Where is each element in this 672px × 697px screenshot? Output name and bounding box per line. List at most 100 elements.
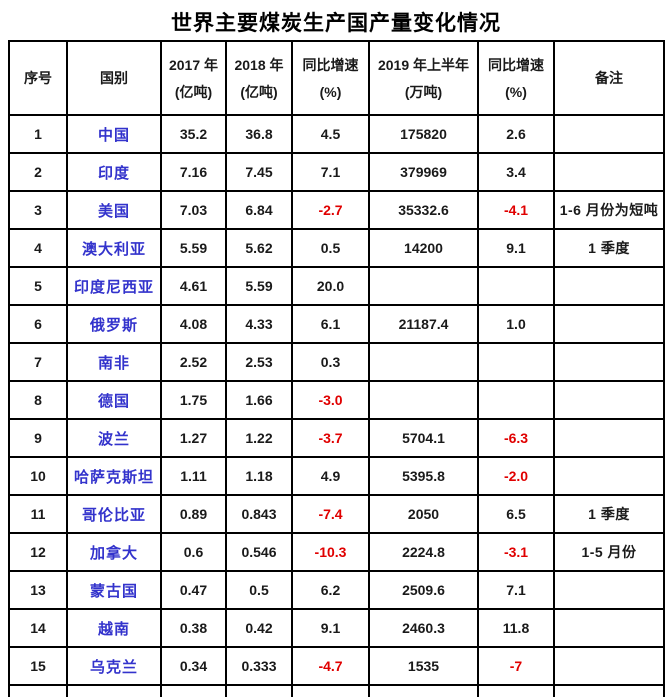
value-cell: 6.5 — [477, 494, 555, 534]
value-cell: 0.546 — [225, 532, 293, 572]
value-cell: 0.843 — [225, 494, 293, 534]
value-cell: 1.22 — [225, 418, 293, 458]
row-number-cell: 1 — [8, 114, 68, 154]
country-cell: 俄罗斯 — [66, 304, 162, 344]
country-cell: 蒙古国 — [66, 570, 162, 610]
value-cell: 14200 — [368, 228, 479, 268]
note-cell — [553, 608, 665, 648]
row-number-cell: 12 — [8, 532, 68, 572]
value-cell: 21187.4 — [368, 304, 479, 344]
empty-cell — [553, 684, 665, 697]
empty-cell — [225, 684, 293, 697]
note-cell: 1-5 月份 — [553, 532, 665, 572]
row-number-cell: 4 — [8, 228, 68, 268]
value-cell: 1.66 — [225, 380, 293, 420]
page-title: 世界主要煤炭生产国产量变化情况 — [171, 12, 501, 35]
country-cell: 波兰 — [66, 418, 162, 458]
row-number-cell: 15 — [8, 646, 68, 686]
header-unit: (亿吨) — [240, 83, 278, 100]
value-cell: 4.9 — [291, 456, 370, 496]
row-number-cell: 14 — [8, 608, 68, 648]
value-cell: 0.333 — [225, 646, 293, 686]
country-cell: 乌克兰 — [66, 646, 162, 686]
country-cell: 印度 — [66, 152, 162, 192]
value-cell — [477, 342, 555, 382]
table-row: 7 南非 2.52 2.53 0.3 — [8, 342, 665, 382]
row-number-cell: 13 — [8, 570, 68, 610]
value-cell: 4.61 — [160, 266, 227, 306]
coal-production-table: 序号 国别 2017 年 (亿吨) 2018 年 (亿吨) 同比增速 (%) 2019… — [8, 40, 665, 697]
value-cell: 1.27 — [160, 418, 227, 458]
value-cell: -7 — [477, 646, 555, 686]
header-growth-yoy-1: 同比增速 (%) — [291, 40, 370, 116]
value-cell: 6.84 — [225, 190, 293, 230]
row-number-cell: 7 — [8, 342, 68, 382]
value-cell: 6.2 — [291, 570, 370, 610]
value-cell: 4.33 — [225, 304, 293, 344]
header-label: 同比增速 — [488, 56, 544, 73]
value-cell: 4.5 — [291, 114, 370, 154]
value-cell: 35332.6 — [368, 190, 479, 230]
note-cell: 1-6 月份为短吨 — [553, 190, 665, 230]
value-cell: -4.1 — [477, 190, 555, 230]
note-cell — [553, 380, 665, 420]
value-cell: 11.8 — [477, 608, 555, 648]
header-no: 序号 — [8, 40, 68, 116]
table-row: 9 波兰 1.27 1.22 -3.7 5704.1 -6.3 — [8, 418, 665, 458]
value-cell: 7.16 — [160, 152, 227, 192]
header-2019-h1: 2019 年上半年 (万吨) — [368, 40, 479, 116]
table-row: 11 哥伦比亚 0.89 0.843 -7.4 2050 6.5 1 季度 — [8, 494, 665, 534]
value-cell: 5395.8 — [368, 456, 479, 496]
value-cell: 2.6 — [477, 114, 555, 154]
empty-cell — [291, 684, 370, 697]
header-2017: 2017 年 (亿吨) — [160, 40, 227, 116]
note-cell: 1 季度 — [553, 228, 665, 268]
value-cell: 2460.3 — [368, 608, 479, 648]
value-cell: 0.5 — [291, 228, 370, 268]
value-cell — [477, 380, 555, 420]
value-cell: 3.4 — [477, 152, 555, 192]
header-country: 国别 — [66, 40, 162, 116]
value-cell: 0.47 — [160, 570, 227, 610]
value-cell: 5.59 — [225, 266, 293, 306]
value-cell: 7.45 — [225, 152, 293, 192]
table-row: 12 加拿大 0.6 0.546 -10.3 2224.8 -3.1 1-5 月份 — [8, 532, 665, 572]
table-row: 4 澳大利亚 5.59 5.62 0.5 14200 9.1 1 季度 — [8, 228, 665, 268]
value-cell: 0.3 — [291, 342, 370, 382]
empty-cell — [66, 684, 162, 697]
note-cell — [553, 152, 665, 192]
table-row: 5 印度尼西亚 4.61 5.59 20.0 — [8, 266, 665, 306]
value-cell: 6.1 — [291, 304, 370, 344]
value-cell: 0.34 — [160, 646, 227, 686]
value-cell: 0.5 — [225, 570, 293, 610]
header-2018: 2018 年 (亿吨) — [225, 40, 293, 116]
country-cell: 印度尼西亚 — [66, 266, 162, 306]
value-cell: 0.42 — [225, 608, 293, 648]
country-cell: 南非 — [66, 342, 162, 382]
value-cell: 7.1 — [477, 570, 555, 610]
value-cell: -3.1 — [477, 532, 555, 572]
empty-cell — [477, 684, 555, 697]
value-cell: 7.1 — [291, 152, 370, 192]
value-cell: 5.59 — [160, 228, 227, 268]
table-row: 10 哈萨克斯坦 1.11 1.18 4.9 5395.8 -2.0 — [8, 456, 665, 496]
table-body: 1 中国 35.2 36.8 4.5 175820 2.6 2 印度 7.16 7.45 7.1 379… — [8, 114, 665, 697]
value-cell: -4.7 — [291, 646, 370, 686]
table-row: 2 印度 7.16 7.45 7.1 379969 3.4 — [8, 152, 665, 192]
country-cell: 加拿大 — [66, 532, 162, 572]
country-cell: 哥伦比亚 — [66, 494, 162, 534]
value-cell: 20.0 — [291, 266, 370, 306]
value-cell — [368, 380, 479, 420]
value-cell: 9.1 — [477, 228, 555, 268]
note-cell — [553, 304, 665, 344]
table-row-cutoff — [8, 684, 665, 697]
row-number-cell: 3 — [8, 190, 68, 230]
table-row: 15 乌克兰 0.34 0.333 -4.7 1535 -7 — [8, 646, 665, 686]
table-row: 14 越南 0.38 0.42 9.1 2460.3 11.8 — [8, 608, 665, 648]
header-label: 2019 年上半年 — [377, 56, 470, 73]
value-cell: 175820 — [368, 114, 479, 154]
row-number-cell: 10 — [8, 456, 68, 496]
value-cell: 1535 — [368, 646, 479, 686]
empty-cell — [160, 684, 227, 697]
header-unit: (%) — [505, 83, 527, 100]
